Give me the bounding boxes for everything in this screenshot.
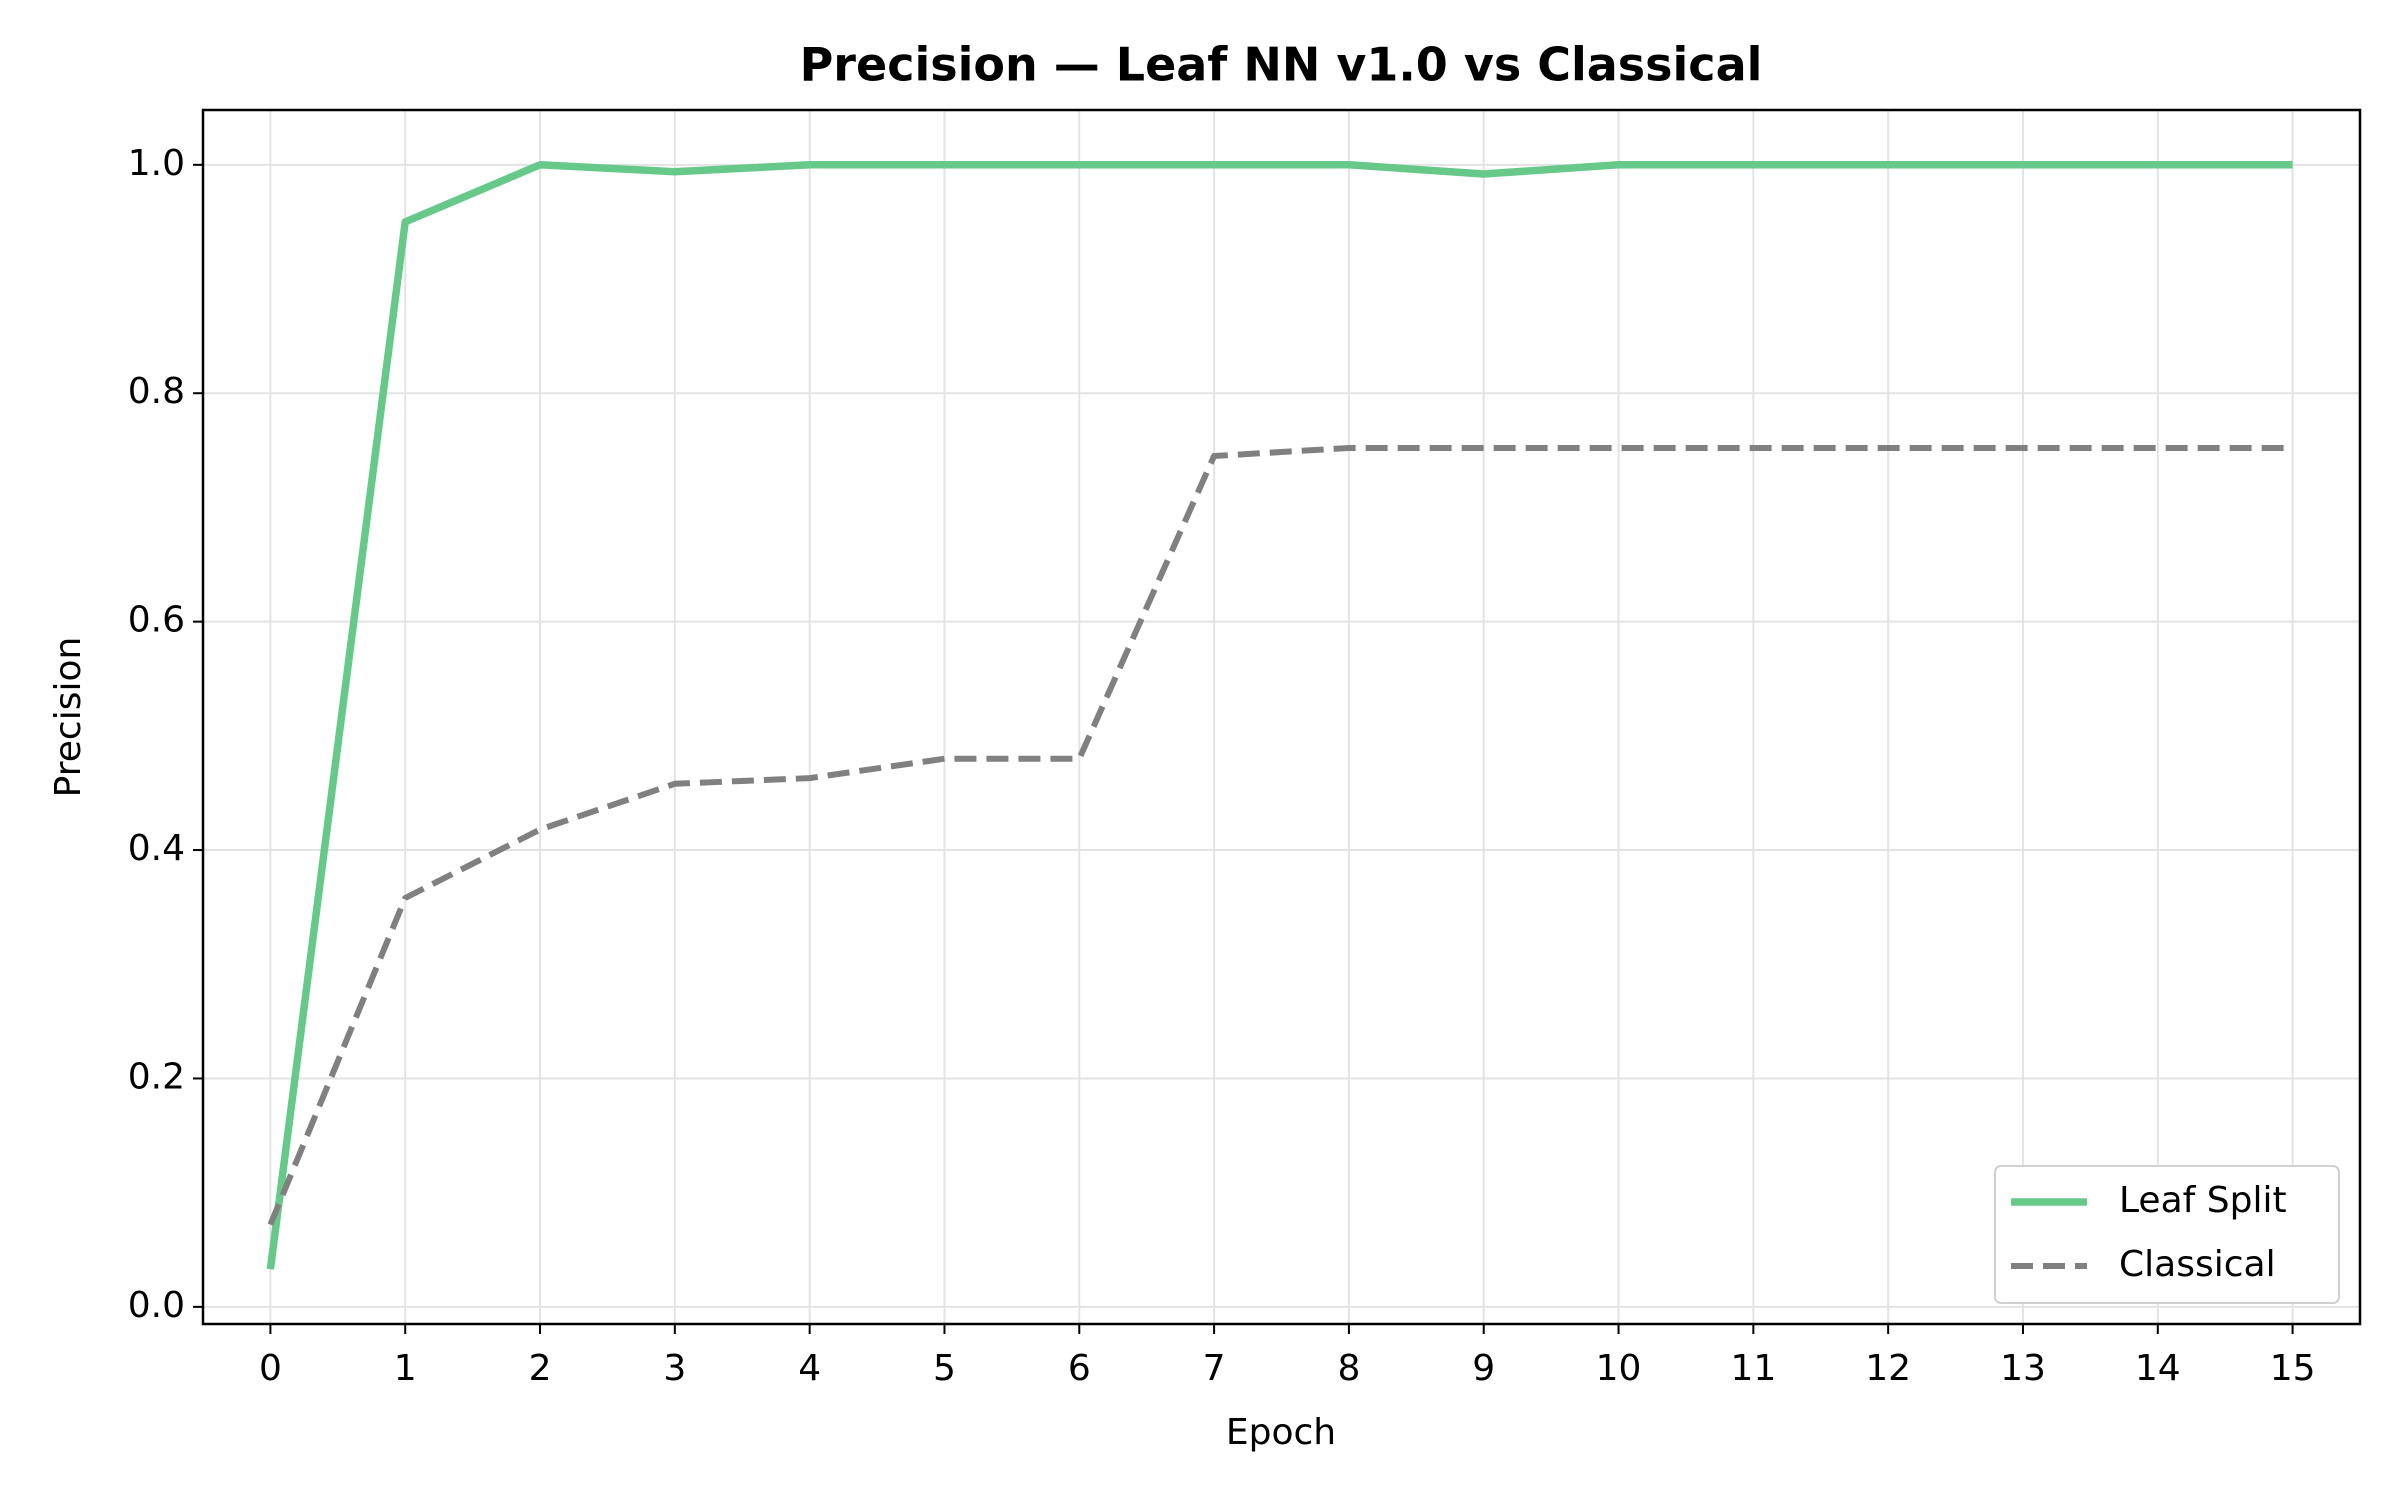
x-tick-label: 10 — [1596, 1348, 1642, 1389]
x-tick-label: 2 — [529, 1348, 552, 1389]
x-tick-label: 4 — [798, 1348, 821, 1389]
x-tick-label: 11 — [1730, 1348, 1776, 1389]
line-series — [267, 445, 2293, 1226]
y-tick-label: 0.0 — [128, 1285, 185, 1326]
x-tick-label: 9 — [1472, 1348, 1495, 1389]
line-series — [266, 161, 2293, 1270]
y-axis-label: Precision — [48, 637, 89, 798]
x-tick-label: 5 — [933, 1348, 956, 1389]
x-tick-label: 0 — [259, 1348, 282, 1389]
y-tick-label: 0.6 — [128, 600, 185, 641]
y-tick-label: 0.2 — [128, 1056, 185, 1097]
legend-label: Leaf Split — [2119, 1180, 2287, 1221]
legend-label: Classical — [2119, 1244, 2276, 1285]
x-tick-label: 15 — [2270, 1348, 2316, 1389]
x-tick-label: 8 — [1337, 1348, 1360, 1389]
x-axis-label: Epoch — [1226, 1412, 1336, 1453]
y-tick-label: 1.0 — [128, 143, 185, 184]
x-tick-label: 6 — [1068, 1348, 1091, 1389]
x-tick-label: 3 — [663, 1348, 686, 1389]
y-tick-label: 0.8 — [128, 371, 185, 412]
plot-frame — [201, 108, 2362, 1326]
x-tick-label: 1 — [394, 1348, 417, 1389]
x-tick-label: 7 — [1203, 1348, 1226, 1389]
x-tick-label: 14 — [2135, 1348, 2181, 1389]
y-tick-label: 0.4 — [128, 828, 185, 869]
chart-title: Precision — Leaf NN v1.0 vs Classical — [800, 38, 1763, 92]
x-tick-label: 12 — [1865, 1348, 1911, 1389]
x-tick-label: 13 — [2000, 1348, 2046, 1389]
